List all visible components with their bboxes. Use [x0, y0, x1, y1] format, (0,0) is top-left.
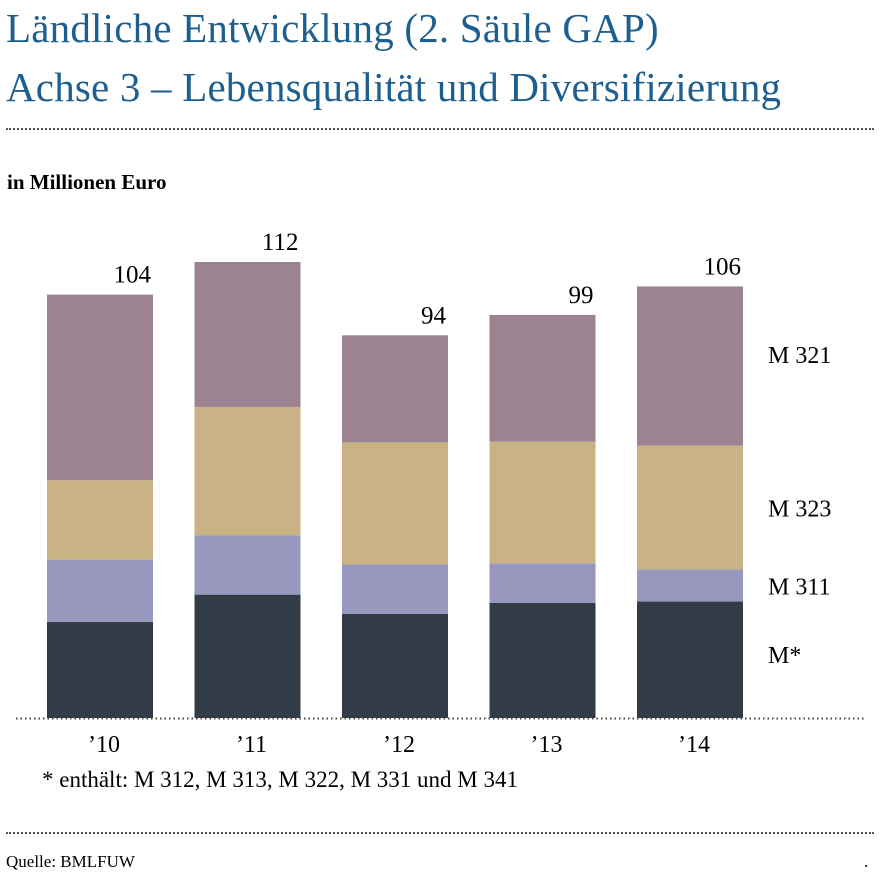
bar-segment-m-4 — [637, 601, 743, 718]
corner-mark: . — [864, 852, 869, 871]
bar-segment-m-323-2 — [342, 442, 448, 565]
chart-title-line-1: Ländliche Entwicklung (2. Säule GAP) — [6, 5, 659, 51]
bar-segment-m-311-1 — [194, 535, 301, 595]
bar-segment-m-323-4 — [637, 445, 743, 570]
bar-segment-m-311-4 — [637, 569, 743, 602]
bar-segment-m-321-0 — [47, 294, 153, 481]
x-tick-label-2: ’12 — [383, 732, 415, 758]
x-tick-label-0: ’10 — [88, 732, 120, 758]
bar-segment-m-321-3 — [489, 314, 596, 442]
bar-segment-m-311-2 — [342, 564, 448, 614]
x-tick-label-3: ’13 — [531, 732, 563, 758]
source-note: Quelle: BMLFUW — [6, 852, 135, 871]
x-tick-label-1: ’11 — [236, 732, 267, 758]
legend-label-m-311: M 311 — [768, 574, 830, 600]
bar-total-label-1: 112 — [262, 229, 299, 256]
x-tick-label-4: ’14 — [678, 732, 710, 758]
bottom-divider — [6, 832, 874, 834]
legend-label-m-321: M 321 — [768, 343, 831, 369]
bar-segment-m-311-0 — [47, 559, 153, 622]
bar-segment-m-323-3 — [489, 441, 596, 564]
bar-segment-m-311-3 — [489, 563, 596, 603]
bar-total-label-0: 104 — [114, 262, 152, 289]
legend-label-m: M* — [768, 643, 801, 669]
bar-segment-m-0 — [47, 621, 153, 718]
y-unit-label: in Millionen Euro — [7, 170, 167, 194]
chart-title-line-2: Achse 3 – Lebensqualität und Diversifizi… — [6, 64, 782, 110]
bar-segment-m-321-1 — [194, 262, 301, 407]
bar-segment-m-323-1 — [194, 406, 301, 536]
footnote: * enthält: M 312, M 313, M 322, M 331 un… — [42, 767, 518, 792]
bar-segment-m-323-0 — [47, 480, 153, 560]
bar-total-label-2: 94 — [421, 302, 447, 329]
bar-segment-m-2 — [342, 613, 448, 718]
bar-segment-m-321-2 — [342, 335, 448, 443]
top-divider — [6, 128, 874, 130]
bar-total-label-4: 106 — [704, 253, 742, 280]
bar-total-label-3: 99 — [569, 282, 594, 309]
bar-segment-m-3 — [489, 602, 596, 718]
bar-segment-m-321-4 — [637, 286, 743, 446]
legend-label-m-323: M 323 — [768, 497, 831, 523]
bar-segment-m-1 — [194, 594, 301, 718]
stacked-bar-chart: 104 ’10 112 ’11 94 ’12 99 ’13 106 ’14 M* M 311 M 323… — [16, 229, 864, 758]
